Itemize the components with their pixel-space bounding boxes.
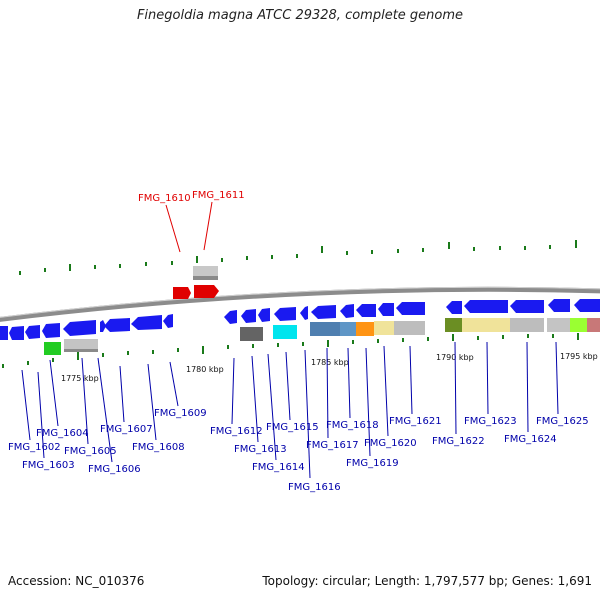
gene-label: FMG_1603 [22, 460, 75, 471]
gene-label: FMG_1613 [234, 444, 287, 455]
lower-ticks [2, 333, 579, 368]
genome-backbone-highlight [0, 286, 600, 318]
gene-label: FMG_1608 [132, 442, 185, 453]
gene-label: FMG_1602 [8, 442, 61, 453]
upper-ticks [19, 240, 577, 275]
gene-label: FMG_1606 [88, 464, 141, 475]
scale-label-1780: 1780 kbp [186, 365, 224, 374]
gene-arrows-middle [224, 302, 425, 324]
gene-leader-lines [21, 341, 559, 479]
gene-label: FMG_1624 [504, 434, 557, 445]
gene-label: FMG_1616 [288, 482, 341, 493]
scale-label-1775: 1775 kbp [61, 374, 99, 383]
gene-arrows-left [0, 314, 173, 340]
gene-label: FMG_1612 [210, 426, 263, 437]
feature-blocks [44, 318, 600, 355]
scale-label-1785: 1785 kbp [311, 358, 349, 367]
gene-fmg-1610[interactable] [173, 287, 191, 299]
gene-label: FMG_1625 [536, 416, 589, 427]
genome-summary: Topology: circular; Length: 1,797,577 bp… [262, 574, 592, 588]
highlight-label-fmg-1611: FMG_1611 [192, 190, 245, 201]
gene-label: FMG_1615 [266, 422, 319, 433]
gene-label: FMG_1618 [326, 420, 379, 431]
gene-label: FMG_1604 [36, 428, 89, 439]
gene-arrows-right [446, 299, 600, 314]
genome-backbone [0, 286, 600, 322]
gene-label: FMG_1623 [464, 416, 517, 427]
highlight-leader-1611 [203, 201, 213, 251]
gene-labels: FMG_1602 FMG_1603 FMG_1604 FMG_1605 FMG_… [8, 408, 589, 493]
highlight-label-fmg-1610: FMG_1610 [138, 193, 191, 204]
gene-fmg-1611[interactable] [194, 285, 219, 298]
gene-label: FMG_1607 [100, 424, 153, 435]
accession-label: Accession: NC_010376 [8, 574, 145, 588]
gene-label: FMG_1617 [306, 440, 359, 451]
scale-label-1795: 1795 kbp [560, 352, 598, 361]
gene-block-grey-top-shade [193, 276, 218, 280]
page-title: Finegoldia magna ATCC 29328, complete ge… [136, 8, 464, 23]
gene-label: FMG_1619 [346, 458, 399, 469]
gene-label: FMG_1614 [252, 462, 305, 473]
gene-label: FMG_1609 [154, 408, 207, 419]
gene-label: FMG_1621 [389, 416, 442, 427]
highlight-leader-1610 [165, 204, 181, 253]
gene-label: FMG_1605 [64, 446, 117, 457]
gene-label: FMG_1620 [364, 438, 417, 449]
gene-label: FMG_1622 [432, 436, 485, 447]
